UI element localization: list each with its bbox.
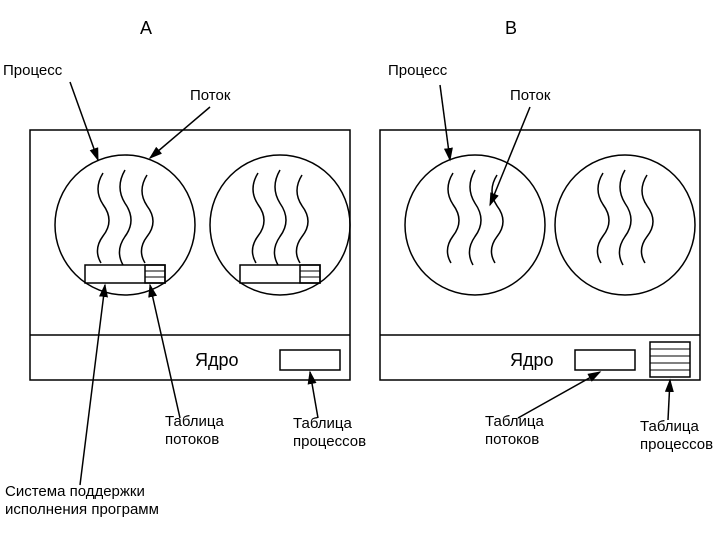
label-process-b: Процесс <box>388 62 447 79</box>
label-threadtable-a-2: потоков <box>165 431 219 448</box>
kernel-label-b: Ядро <box>510 350 554 371</box>
label-threadtable-b-2: потоков <box>485 431 539 448</box>
label-proctable-a-2: процессов <box>293 433 366 450</box>
label-proctable-b-1: Таблица <box>640 418 699 435</box>
kernel-label-a: Ядро <box>195 350 239 371</box>
label-thread-a: Поток <box>190 87 230 104</box>
label-thread-b: Поток <box>510 87 550 104</box>
panel-b-title: B <box>505 18 517 39</box>
label-threadtable-a-1: Таблица <box>165 413 224 430</box>
diagram-canvas <box>0 0 720 540</box>
label-threadtable-b-1: Таблица <box>485 413 544 430</box>
label-runtime-a-2: исполнения программ <box>5 501 159 518</box>
label-proctable-a-1: Таблица <box>293 415 352 432</box>
label-proctable-b-2: процессов <box>640 436 713 453</box>
panel-a-title: A <box>140 18 152 39</box>
label-runtime-a-1: Система поддержки <box>5 483 145 500</box>
label-process-a: Процесс <box>3 62 62 79</box>
